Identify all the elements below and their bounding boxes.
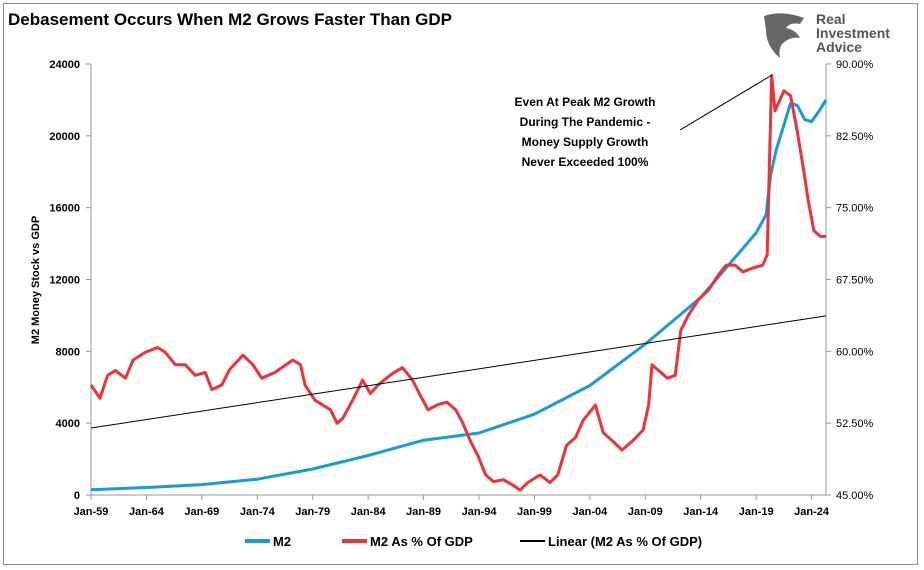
y-tick-label: 24000	[49, 59, 80, 71]
annotation-line: Money Supply Growth	[522, 135, 649, 149]
y-tick-label: 12000	[49, 275, 80, 287]
eagle-shield-icon	[764, 13, 804, 58]
annotation-line: During The Pandemic -	[520, 115, 651, 129]
y2-tick-label: 82.50%	[836, 131, 874, 143]
y2-tick-label: 60.00%	[836, 346, 874, 358]
x-tick-label: Jan-14	[683, 506, 719, 518]
annotation-text: Even At Peak M2 Growth During The Pandemi…	[515, 95, 656, 169]
x-tick-label: Jan-94	[462, 506, 498, 518]
x-tick-label: Jan-09	[628, 506, 663, 518]
x-tick-label: Jan-04	[572, 506, 608, 518]
y-tick-label: 16000	[49, 203, 80, 215]
x-tick-label: Jan-19	[739, 506, 774, 518]
x-tick-label: Jan-79	[295, 506, 330, 518]
x-tick-label: Jan-99	[517, 506, 552, 518]
logo-line: Investment	[816, 25, 890, 41]
logo: Real Investment Advice	[760, 10, 910, 60]
legend-label: M2	[273, 534, 291, 549]
series-line-0	[90, 99, 828, 492]
y-tick-label: 20000	[49, 131, 80, 143]
series-line-2	[90, 315, 827, 429]
y-tick-label: 4000	[56, 418, 80, 430]
legend-label: Linear (M2 As % Of GDP)	[548, 534, 702, 549]
y2-tick-label: 67.50%	[836, 275, 874, 287]
series-line-1	[89, 74, 826, 492]
y2-tick-label: 75.00%	[836, 203, 874, 215]
x-tick-label: Jan-24	[794, 506, 830, 518]
annotation-leader-line	[679, 74, 773, 131]
logo-line: Advice	[816, 39, 862, 55]
chart-frame	[3, 3, 918, 565]
y-axis-label: M2 Money Stock vs GDP	[30, 216, 42, 344]
x-tick-label: Jan-64	[129, 506, 165, 518]
x-tick-label: Jan-59	[74, 506, 109, 518]
x-tick-label: Jan-84	[351, 506, 387, 518]
logo-line: Real	[816, 11, 846, 27]
annotation-line: Never Exceeded 100%	[522, 155, 649, 169]
x-tick-label: Jan-69	[184, 506, 219, 518]
x-tick-label: Jan-74	[240, 506, 276, 518]
y2-tick-label: 45.00%	[836, 490, 874, 502]
legend-label: M2 As % Of GDP	[370, 534, 473, 549]
chart-title: Debasement Occurs When M2 Grows Faster T…	[8, 10, 453, 29]
y2-tick-label: 90.00%	[836, 59, 874, 71]
y2-tick-label: 52.50%	[836, 418, 874, 430]
annotation-line: Even At Peak M2 Growth	[515, 95, 656, 109]
logo-text: Real Investment Advice	[816, 12, 890, 54]
y-tick-label: 8000	[56, 346, 80, 358]
y-tick-label: 0	[74, 490, 80, 502]
x-tick-label: Jan-89	[406, 506, 441, 518]
